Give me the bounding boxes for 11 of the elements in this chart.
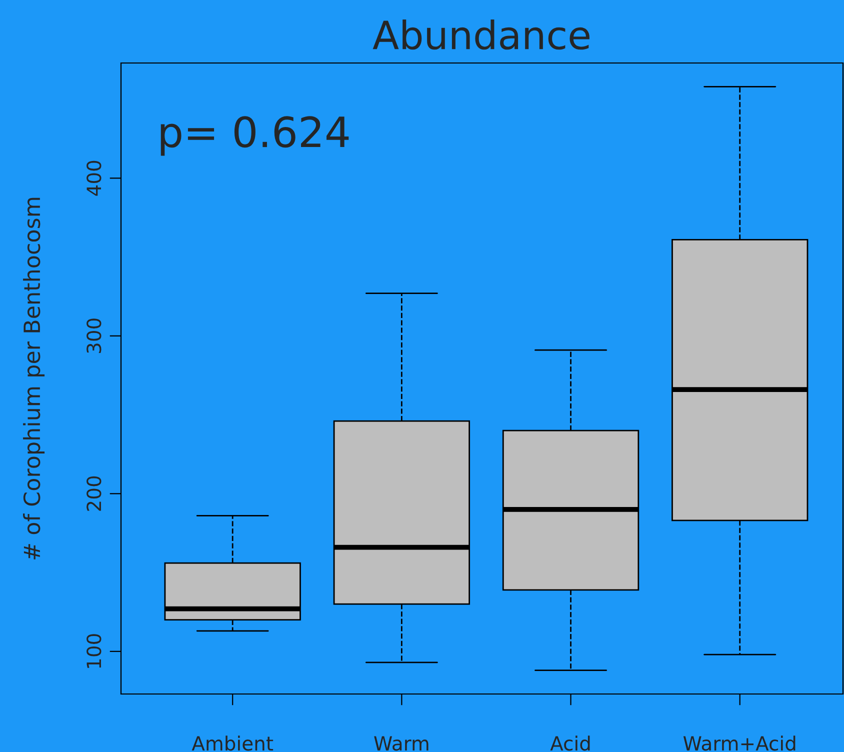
y-tick-label: 400 [86,160,102,196]
x-tick-label: Warm+Acid [683,736,796,751]
x-tick-label: Acid [550,736,590,751]
y-tick-label: 200 [86,476,102,511]
x-tick-label: Warm [374,736,428,751]
annotation: p= 0.624 [160,116,349,156]
y-axis-title: # of Corophium per Benthocosm [23,198,45,560]
x-tick-label: Ambient [192,736,274,751]
y-tick-label: 300 [86,318,102,353]
y-tick-label: 100 [86,634,102,668]
chart-title: Abundance [372,20,590,50]
